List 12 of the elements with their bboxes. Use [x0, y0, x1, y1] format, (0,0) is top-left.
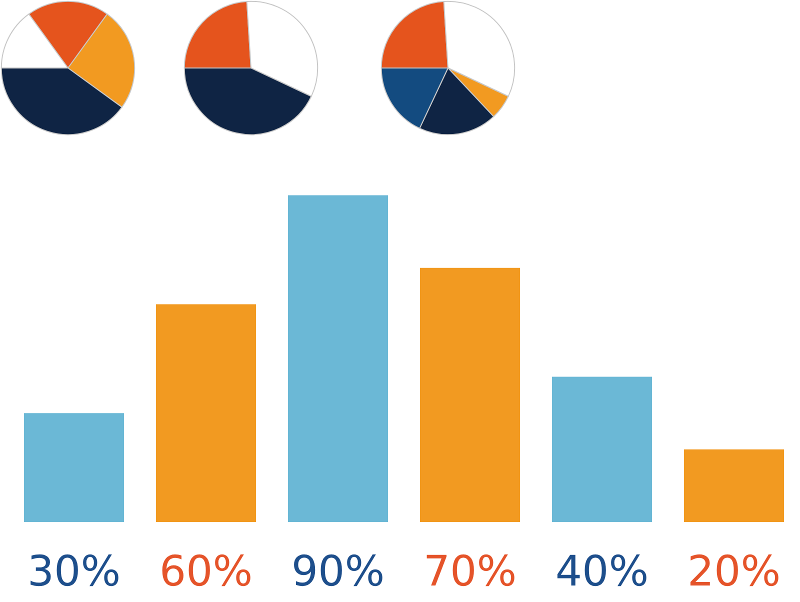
bar	[552, 376, 652, 522]
data-label: 40%	[555, 546, 649, 596]
bar	[288, 195, 388, 522]
bar	[684, 449, 784, 522]
data-label: 60%	[159, 546, 253, 596]
data-label: 70%	[423, 546, 517, 596]
bar	[156, 304, 256, 522]
data-label: 90%	[291, 546, 385, 596]
bar	[420, 268, 520, 522]
data-label: 30%	[27, 546, 121, 596]
data-label: 20%	[687, 546, 781, 596]
bar	[24, 413, 124, 522]
